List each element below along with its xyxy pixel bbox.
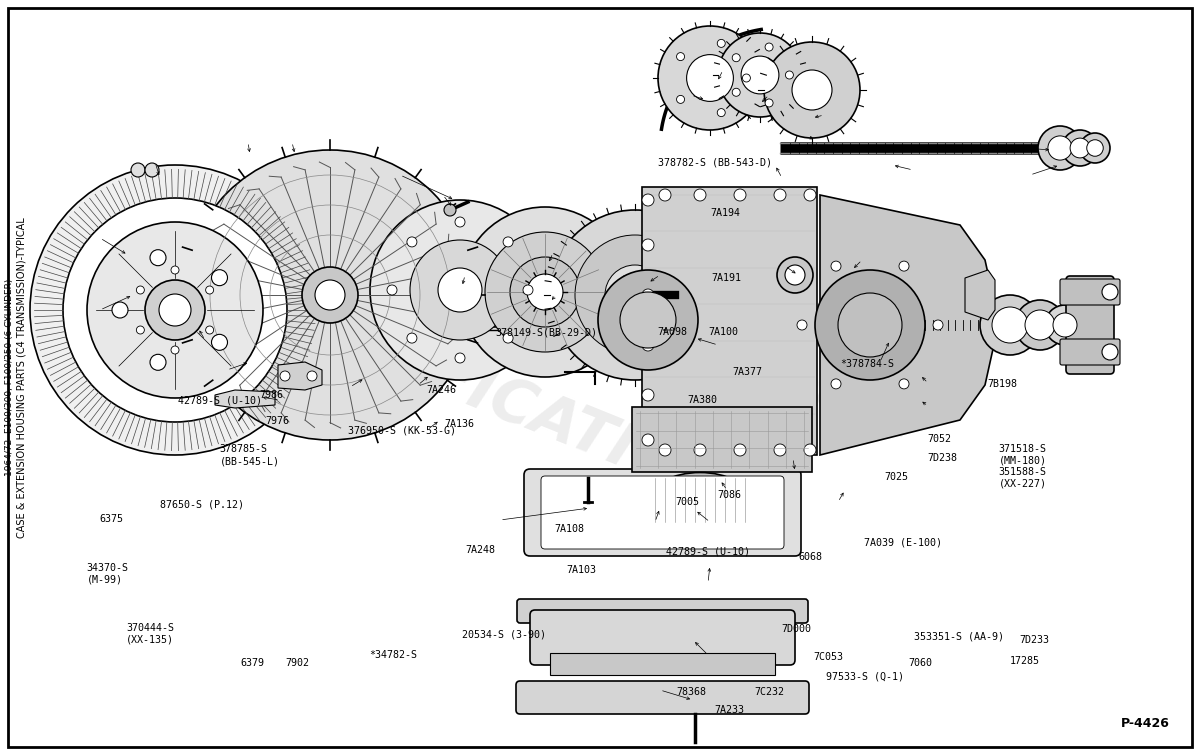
Circle shape bbox=[550, 210, 720, 380]
Circle shape bbox=[598, 270, 698, 370]
Text: 78368: 78368 bbox=[677, 686, 706, 697]
Circle shape bbox=[137, 326, 144, 334]
Circle shape bbox=[503, 237, 514, 247]
Text: 42789-S (U-10): 42789-S (U-10) bbox=[178, 395, 262, 405]
Text: 7976: 7976 bbox=[265, 416, 289, 427]
Text: 7A039 (E-100): 7A039 (E-100) bbox=[864, 537, 942, 547]
Circle shape bbox=[158, 294, 191, 326]
Circle shape bbox=[503, 333, 514, 343]
FancyBboxPatch shape bbox=[632, 407, 812, 472]
Circle shape bbox=[642, 194, 654, 206]
Text: 7A380: 7A380 bbox=[688, 395, 718, 405]
Circle shape bbox=[307, 371, 317, 381]
Circle shape bbox=[899, 261, 910, 271]
Circle shape bbox=[677, 53, 684, 60]
Text: FORDIFICATION: FORDIFICATION bbox=[222, 266, 738, 519]
Text: 7A377: 7A377 bbox=[732, 367, 762, 378]
Circle shape bbox=[172, 346, 179, 354]
Text: 353351-S (AA-9): 353351-S (AA-9) bbox=[914, 631, 1004, 642]
Circle shape bbox=[815, 270, 925, 380]
Text: 20534-S (3-90): 20534-S (3-90) bbox=[462, 629, 546, 639]
Text: *378784-S: *378784-S bbox=[840, 359, 894, 369]
Text: 376950-S (KK-53-G): 376950-S (KK-53-G) bbox=[348, 425, 456, 436]
Circle shape bbox=[804, 444, 816, 456]
Circle shape bbox=[150, 250, 166, 266]
Text: 7986: 7986 bbox=[259, 390, 283, 400]
Circle shape bbox=[280, 371, 290, 381]
Circle shape bbox=[732, 54, 740, 62]
Text: 378782-S (BB-543-D): 378782-S (BB-543-D) bbox=[658, 157, 772, 168]
Text: 7D238: 7D238 bbox=[928, 453, 958, 464]
Circle shape bbox=[764, 42, 860, 138]
Circle shape bbox=[1070, 138, 1090, 158]
FancyBboxPatch shape bbox=[517, 599, 808, 623]
Circle shape bbox=[205, 286, 214, 294]
Text: 1964/72  E100/300, F100/250 (6 CYLINDER): 1964/72 E100/300, F100/250 (6 CYLINDER) bbox=[6, 279, 14, 476]
Circle shape bbox=[1045, 305, 1085, 345]
Polygon shape bbox=[965, 270, 995, 320]
Circle shape bbox=[642, 434, 654, 446]
Text: 7C232: 7C232 bbox=[755, 686, 785, 697]
Circle shape bbox=[734, 444, 746, 456]
Text: 7A246: 7A246 bbox=[426, 384, 456, 395]
Circle shape bbox=[605, 265, 665, 325]
Text: 378785-S
(BB-545-L): 378785-S (BB-545-L) bbox=[220, 445, 280, 466]
Circle shape bbox=[205, 326, 214, 334]
Text: 6375: 6375 bbox=[100, 514, 124, 525]
Circle shape bbox=[694, 189, 706, 201]
Circle shape bbox=[642, 239, 654, 251]
Circle shape bbox=[659, 189, 671, 201]
Text: 97533-S (Q-1): 97533-S (Q-1) bbox=[826, 671, 904, 682]
Circle shape bbox=[718, 33, 802, 117]
Circle shape bbox=[659, 444, 671, 456]
Text: 7B198: 7B198 bbox=[986, 378, 1018, 389]
Circle shape bbox=[185, 150, 475, 440]
Circle shape bbox=[444, 204, 456, 216]
Text: 7052: 7052 bbox=[928, 434, 952, 445]
Text: 7A108: 7A108 bbox=[554, 523, 584, 534]
Circle shape bbox=[1048, 136, 1072, 160]
Text: 42789-S (U-10): 42789-S (U-10) bbox=[666, 546, 750, 556]
Circle shape bbox=[64, 198, 287, 422]
Circle shape bbox=[774, 189, 786, 201]
Polygon shape bbox=[278, 362, 322, 390]
Circle shape bbox=[718, 39, 725, 48]
Circle shape bbox=[485, 232, 605, 352]
FancyBboxPatch shape bbox=[516, 681, 809, 714]
Circle shape bbox=[527, 274, 563, 310]
Circle shape bbox=[694, 444, 706, 456]
Circle shape bbox=[718, 109, 725, 116]
Circle shape bbox=[1015, 300, 1066, 350]
Circle shape bbox=[804, 189, 816, 201]
Circle shape bbox=[1038, 126, 1082, 170]
Text: 6068: 6068 bbox=[798, 552, 822, 562]
Polygon shape bbox=[215, 390, 275, 408]
FancyBboxPatch shape bbox=[642, 187, 817, 455]
Circle shape bbox=[774, 444, 786, 456]
FancyBboxPatch shape bbox=[1060, 339, 1120, 365]
Circle shape bbox=[899, 379, 910, 389]
Text: 7A233: 7A233 bbox=[715, 704, 744, 715]
Circle shape bbox=[620, 280, 650, 310]
FancyBboxPatch shape bbox=[541, 476, 784, 549]
Circle shape bbox=[523, 285, 533, 295]
Circle shape bbox=[797, 320, 808, 330]
Text: RESOURCE: RESOURCE bbox=[716, 340, 916, 445]
Circle shape bbox=[620, 292, 676, 348]
FancyBboxPatch shape bbox=[550, 653, 775, 675]
Text: 7C053: 7C053 bbox=[814, 652, 844, 662]
Text: 371518-S
(MM-180)
351588-S
(XX-227): 371518-S (MM-180) 351588-S (XX-227) bbox=[998, 444, 1046, 489]
Circle shape bbox=[314, 280, 346, 310]
Circle shape bbox=[732, 88, 740, 97]
Text: 7A248: 7A248 bbox=[466, 544, 496, 555]
Text: 7A136: 7A136 bbox=[444, 419, 474, 430]
Circle shape bbox=[1080, 133, 1110, 163]
Text: 7025: 7025 bbox=[884, 472, 908, 482]
Circle shape bbox=[1087, 140, 1103, 156]
Text: 17285: 17285 bbox=[1010, 655, 1039, 666]
Text: 34370-S
(M-99): 34370-S (M-99) bbox=[86, 563, 128, 584]
Circle shape bbox=[830, 261, 841, 271]
Circle shape bbox=[642, 339, 654, 351]
Ellipse shape bbox=[650, 473, 750, 528]
Text: 7A103: 7A103 bbox=[566, 565, 596, 575]
